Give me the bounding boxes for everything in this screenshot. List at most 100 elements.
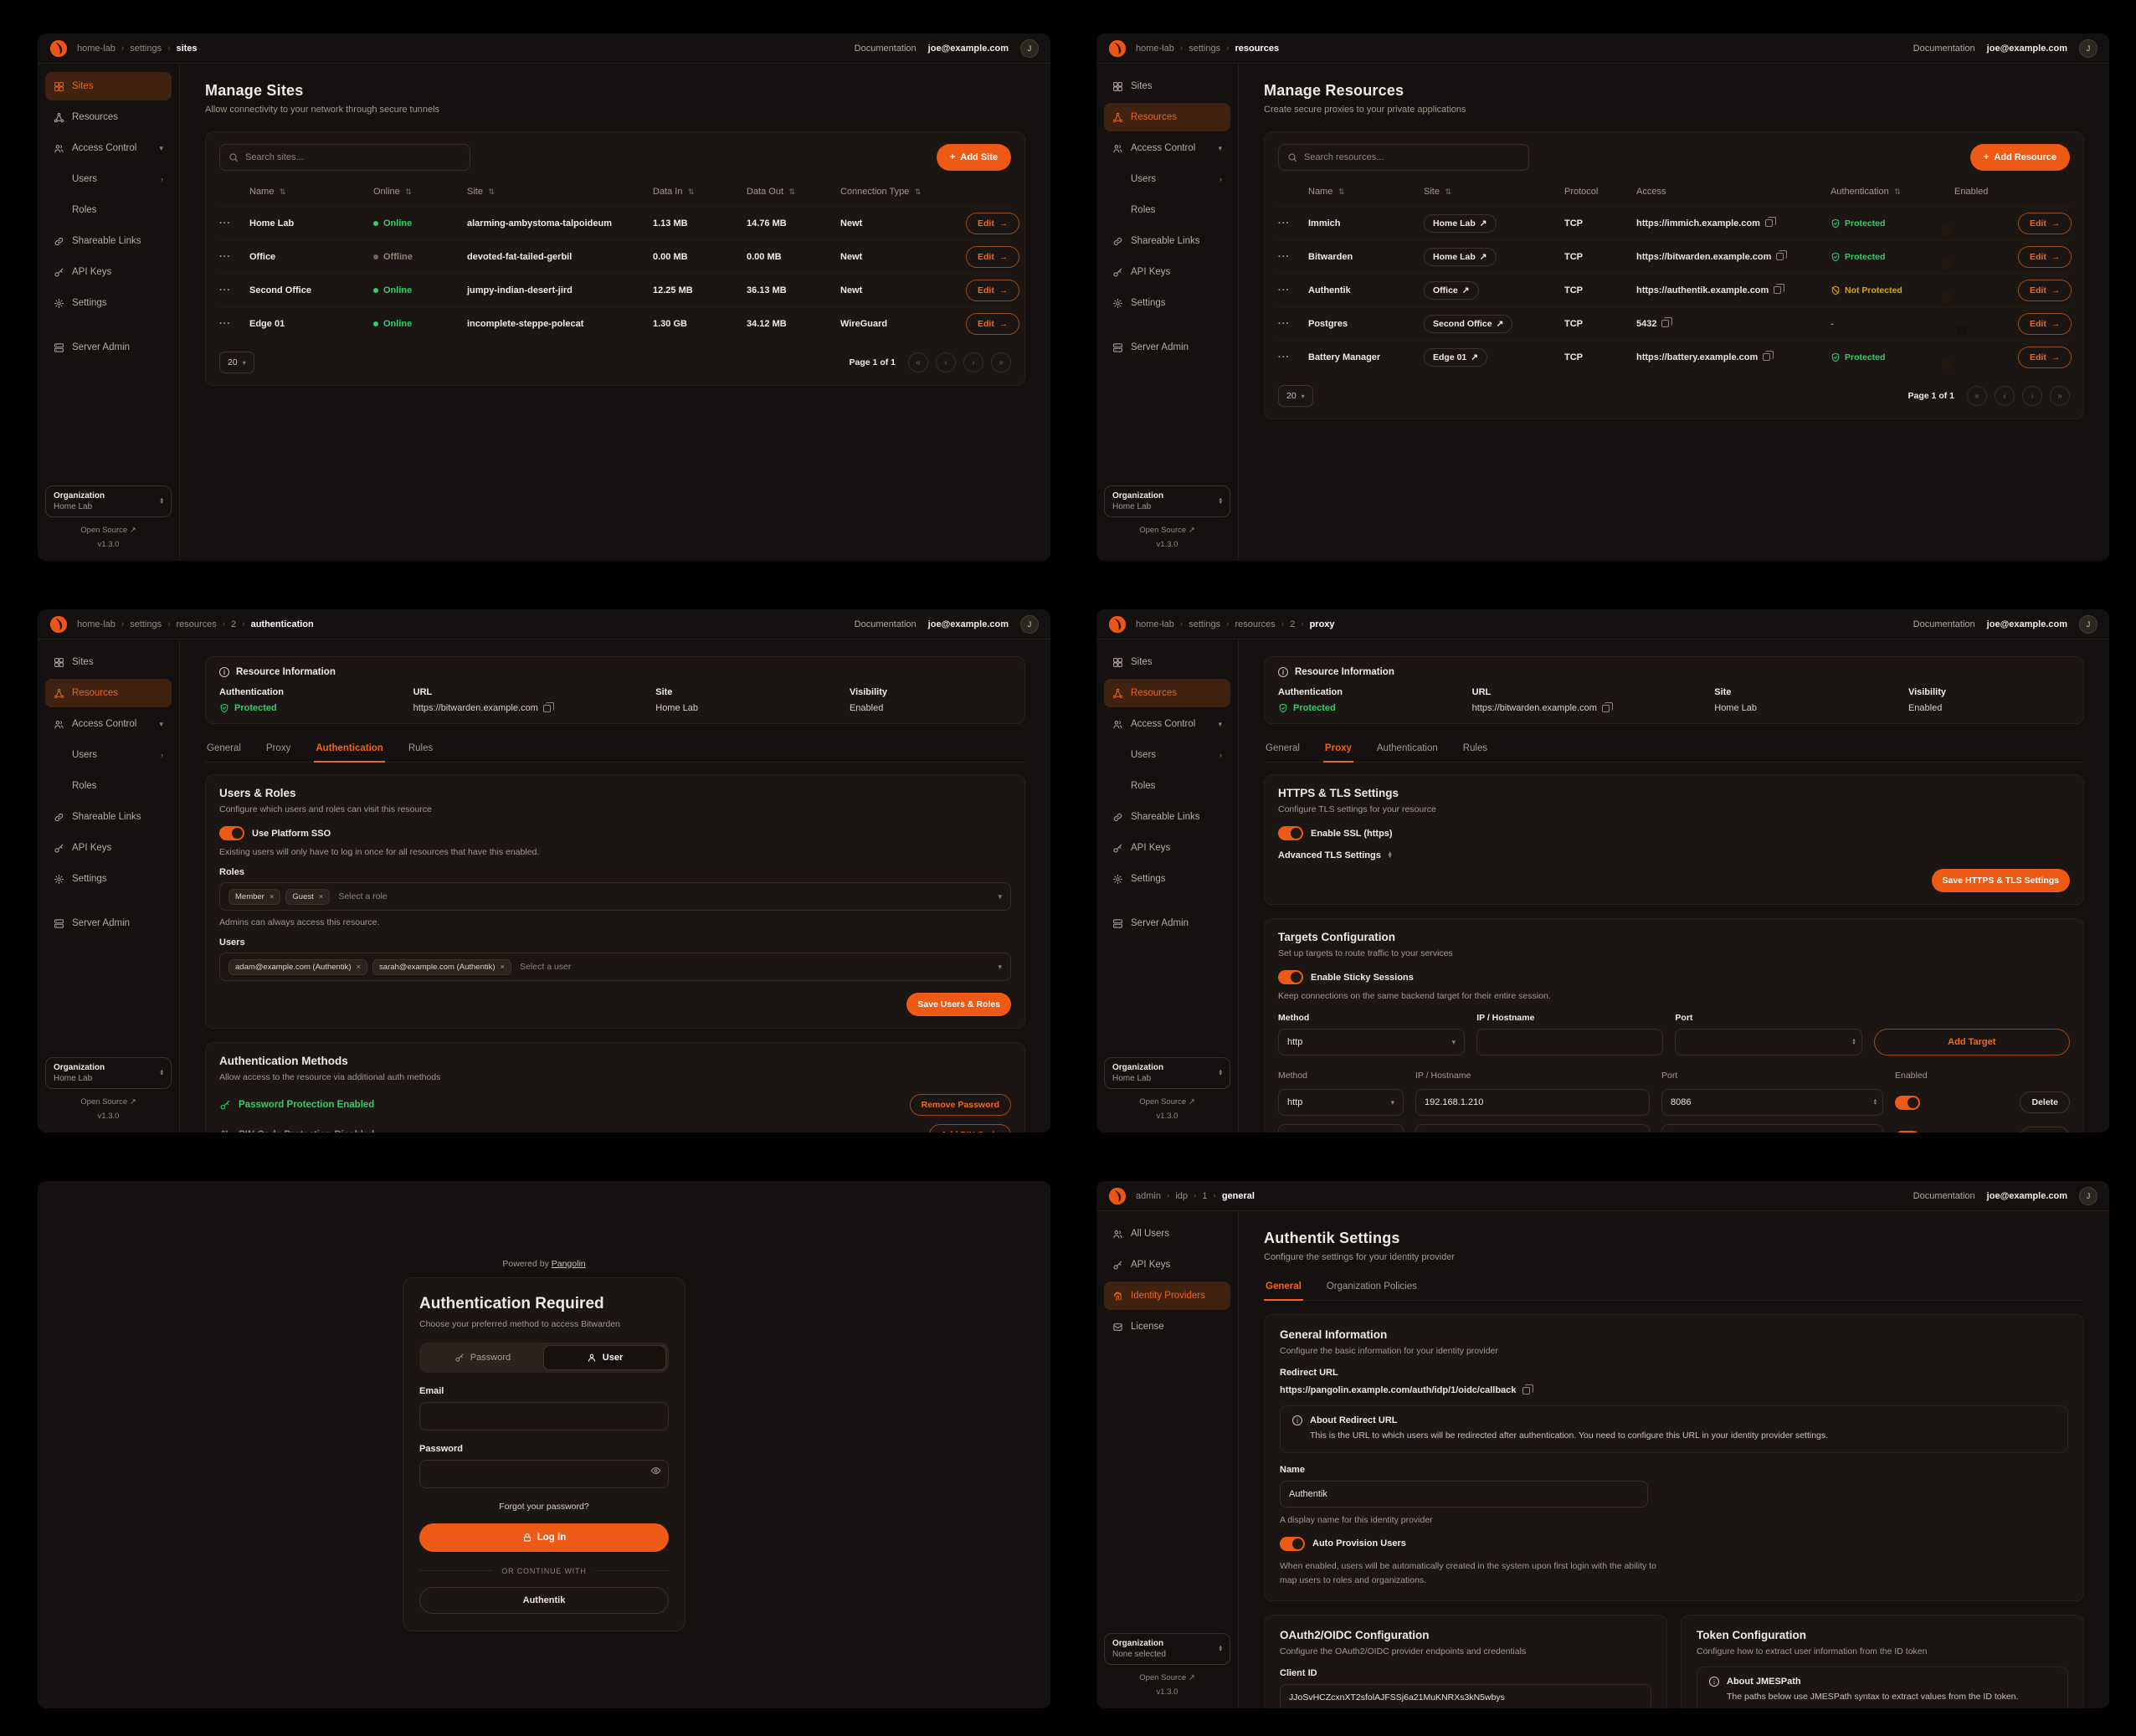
edit-button[interactable]: Edit → [2018, 312, 2072, 335]
tab-proxy[interactable]: Proxy [265, 743, 291, 753]
sidebar-item-shareable-links[interactable]: Shareable Links [1104, 227, 1230, 255]
site-link[interactable]: Edge 01 ↗ [1424, 347, 1488, 367]
site-link[interactable]: Home Lab ↗ [1424, 213, 1497, 233]
sidebar-item-users[interactable]: Users › [1104, 741, 1230, 769]
sidebar-item-settings[interactable]: Settings [45, 865, 172, 893]
edit-button[interactable]: Edit → [966, 245, 1020, 268]
search-sites[interactable] [219, 144, 470, 171]
edit-button[interactable]: Edit → [2018, 245, 2072, 268]
page-size-select[interactable]: 20 ▾ [1278, 385, 1313, 407]
breadcrumb-item[interactable]: 2 [231, 619, 237, 629]
add-pin-button[interactable]: Add PIN Code [929, 1124, 1011, 1133]
documentation-link[interactable]: Documentation [1913, 1190, 1975, 1201]
sidebar-item-roles[interactable]: Roles [45, 196, 172, 224]
breadcrumb-item[interactable]: home-lab [1136, 43, 1174, 54]
spinner-icon[interactable]: ▴ ▾ [1852, 1036, 1856, 1046]
sidebar-item-sites[interactable]: Sites [1104, 72, 1230, 100]
open-source-link[interactable]: Open Source ↗ [1139, 1097, 1195, 1107]
pangolin-logo-icon[interactable] [1108, 1187, 1127, 1205]
col-data-in[interactable]: Data In ⇅ [653, 187, 695, 197]
edit-button[interactable]: Edit → [2018, 212, 2072, 234]
next-page-button[interactable]: › [2022, 386, 2042, 406]
site-link[interactable]: Office ↗ [1424, 280, 1479, 300]
avatar[interactable]: J [2079, 614, 2097, 634]
sidebar-item-roles[interactable]: Roles [1104, 772, 1230, 800]
tab-authentication[interactable]: Authentication [314, 736, 385, 763]
copy-icon[interactable] [1776, 250, 1788, 260]
col-site[interactable]: Site ⇅ [467, 187, 495, 197]
row-actions-icon[interactable]: ··· [1278, 285, 1290, 295]
tab-rules[interactable]: Rules [408, 743, 434, 753]
sidebar-item-api-keys[interactable]: API Keys [45, 834, 172, 862]
documentation-link[interactable]: Documentation [1913, 43, 1975, 54]
row-actions-icon[interactable]: ··· [1278, 218, 1290, 229]
breadcrumb-item-current[interactable]: proxy [1309, 619, 1335, 629]
sidebar-item-settings[interactable]: Settings [1104, 865, 1230, 893]
sidebar-item-api-keys[interactable]: API Keys [1104, 834, 1230, 862]
breadcrumb-item[interactable]: settings [1189, 43, 1221, 54]
login-button[interactable]: Log In [419, 1523, 669, 1552]
method-select[interactable]: http▾ [1278, 1124, 1404, 1133]
ssl-toggle[interactable] [1278, 826, 1303, 840]
auto-provision-toggle[interactable] [1280, 1536, 1305, 1551]
breadcrumb-item[interactable]: settings [130, 43, 162, 54]
first-page-button[interactable]: « [1967, 386, 1987, 406]
breadcrumb-item[interactable]: settings [130, 619, 162, 629]
sidebar-item-api-keys[interactable]: API Keys [45, 258, 172, 286]
avatar[interactable]: J [1020, 39, 1039, 58]
sidebar-item-settings[interactable]: Settings [1104, 289, 1230, 317]
sidebar-item-access-control[interactable]: Access Control ▾ [1104, 710, 1230, 738]
user-email[interactable]: joe@example.com [1986, 1190, 2067, 1201]
row-actions-icon[interactable]: ··· [219, 285, 231, 295]
ip-hostname-input[interactable] [1415, 1124, 1650, 1133]
row-actions-icon[interactable]: ··· [219, 318, 231, 329]
avatar[interactable]: J [2079, 1186, 2097, 1205]
next-page-button[interactable]: › [963, 352, 983, 372]
breadcrumb-item[interactable]: home-lab [1136, 619, 1174, 629]
sidebar-item-resources[interactable]: Resources [45, 103, 172, 131]
sidebar-item-license[interactable]: License [1104, 1312, 1230, 1341]
sidebar-item-roles[interactable]: Roles [45, 772, 172, 800]
target-enabled-toggle[interactable] [1895, 1130, 1920, 1133]
user-email[interactable]: joe@example.com [927, 43, 1009, 54]
prev-page-button[interactable]: ‹ [936, 352, 956, 372]
add-resource-button[interactable]: + Add Resource [1969, 144, 2070, 171]
sidebar-item-shareable-links[interactable]: Shareable Links [1104, 803, 1230, 831]
open-source-link[interactable]: Open Source ↗ [80, 526, 136, 535]
pangolin-link[interactable]: Pangolin [551, 1258, 586, 1269]
open-source-link[interactable]: Open Source ↗ [1139, 526, 1195, 535]
edit-button[interactable]: Edit → [966, 312, 1020, 335]
port-input[interactable] [1675, 1029, 1862, 1055]
breadcrumb-item[interactable]: home-lab [77, 43, 116, 54]
spinner-icon[interactable]: ▴ ▾ [1873, 1097, 1877, 1107]
tab-general[interactable]: General [207, 743, 241, 753]
copy-icon[interactable] [1522, 1384, 1534, 1394]
copy-icon[interactable] [1601, 701, 1613, 712]
user-email[interactable]: joe@example.com [1986, 43, 2067, 54]
prev-page-button[interactable]: ‹ [1995, 386, 2015, 406]
col-site[interactable]: Site ⇅ [1424, 187, 1452, 197]
tab-proxy[interactable]: Proxy [1322, 736, 1353, 763]
platform-sso-toggle[interactable] [219, 826, 244, 840]
tab-authentication[interactable]: Authentication [1376, 743, 1438, 753]
port-input[interactable] [1661, 1089, 1883, 1116]
first-page-button[interactable]: « [908, 352, 928, 372]
breadcrumb-item[interactable]: 1 [1202, 1190, 1208, 1201]
col-name[interactable]: Name ⇅ [249, 187, 286, 197]
breadcrumb-item[interactable]: resources [176, 619, 217, 629]
search-resources[interactable] [1278, 144, 1529, 171]
sidebar-item-identity-providers[interactable]: Identity Providers [1104, 1281, 1230, 1310]
copy-icon[interactable] [542, 701, 554, 712]
org-selector[interactable]: Organization Home Lab ▴ ▾ [1104, 485, 1230, 517]
user-email[interactable]: joe@example.com [927, 619, 1009, 629]
tab-general[interactable]: General [1266, 743, 1300, 753]
sidebar-item-users[interactable]: Users › [1104, 165, 1230, 193]
col-authentication[interactable]: Authentication ⇅ [1830, 187, 1901, 197]
row-actions-icon[interactable]: ··· [1278, 318, 1290, 329]
sidebar-item-all-users[interactable]: All Users [1104, 1220, 1230, 1248]
method-select[interactable]: http▾ [1278, 1089, 1404, 1116]
site-link[interactable]: Home Lab ↗ [1424, 247, 1497, 266]
sidebar-item-settings[interactable]: Settings [45, 289, 172, 317]
forgot-password-link[interactable]: Forgot your password? [499, 1501, 589, 1512]
sidebar-item-users[interactable]: Users › [45, 741, 172, 769]
